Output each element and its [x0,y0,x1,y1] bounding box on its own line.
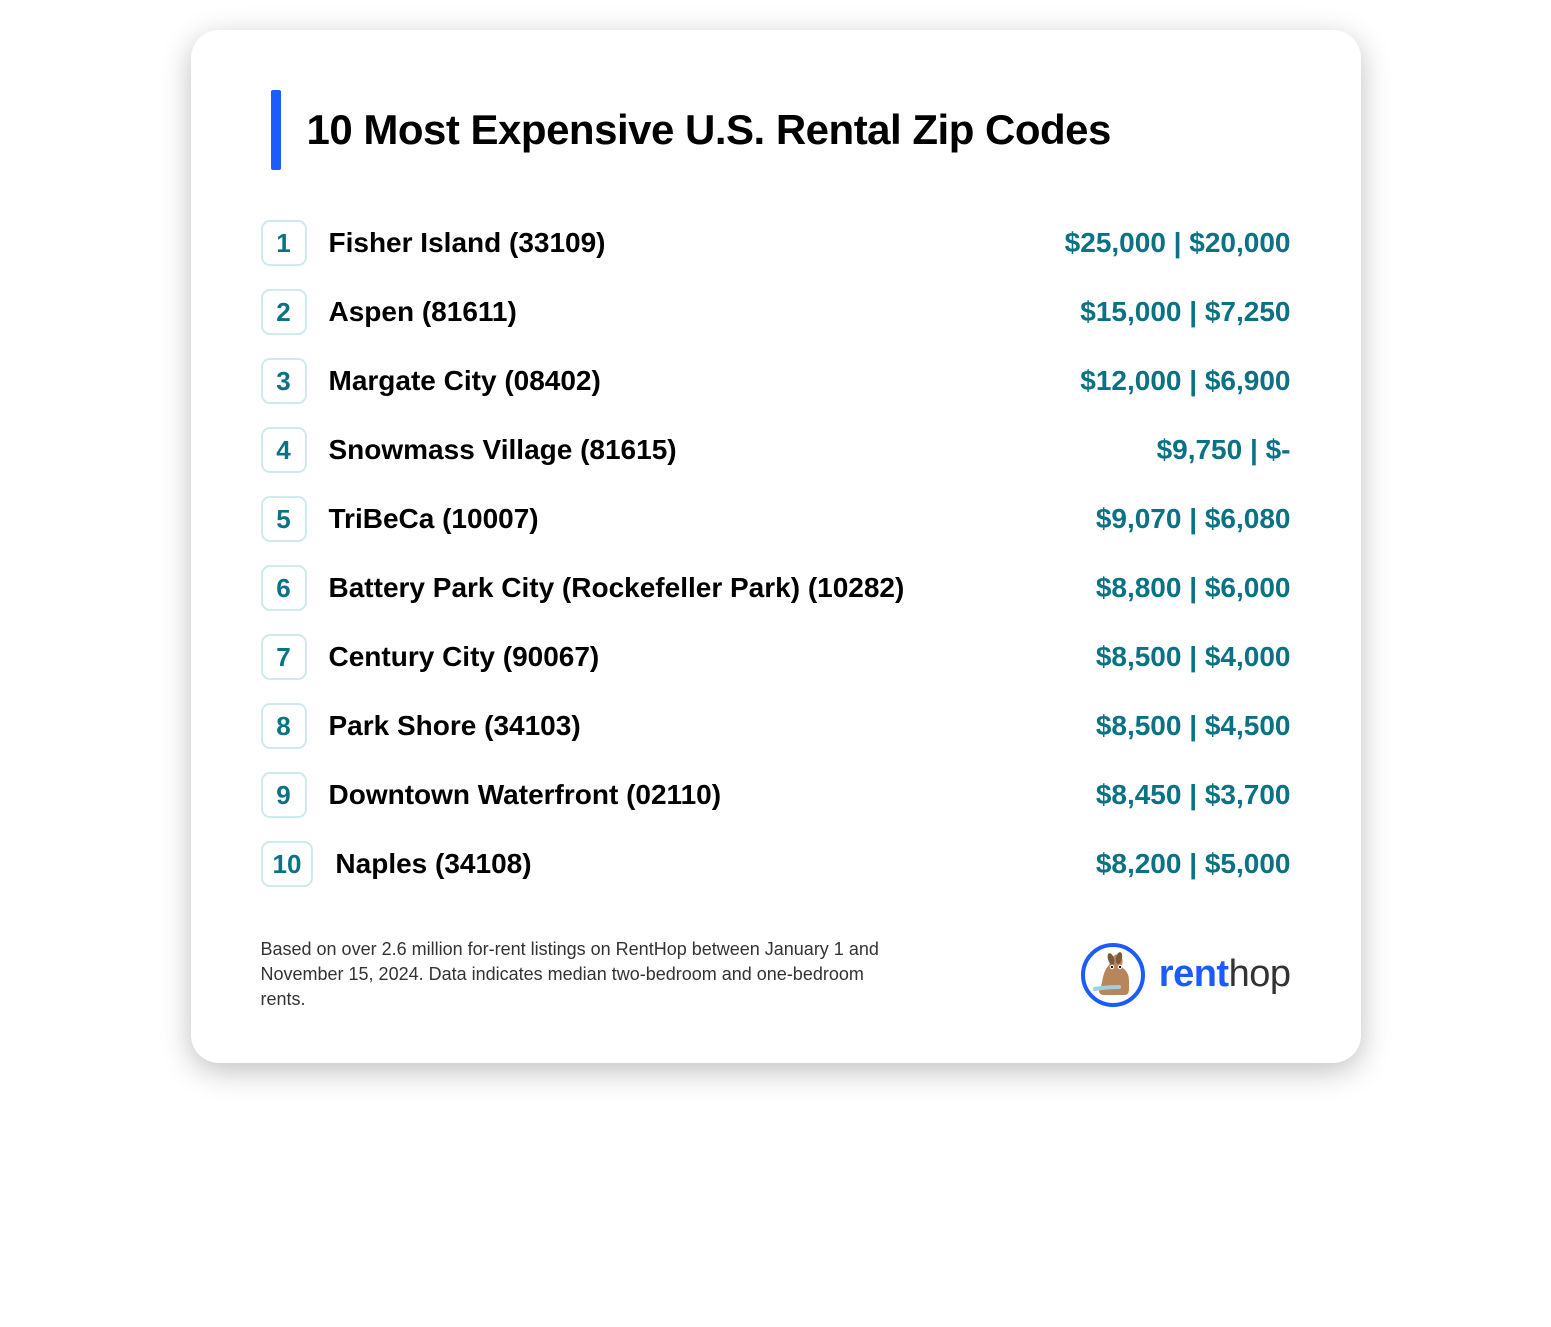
list-item: 2 Aspen (81611) $15,000 | $7,250 [261,289,1291,335]
list-item: 1 Fisher Island (33109) $25,000 | $20,00… [261,220,1291,266]
place-label: Battery Park City (Rockefeller Park) (10… [329,572,1074,604]
place-label: Park Shore (34103) [329,710,1074,742]
price-label: $12,000 | $6,900 [1080,365,1290,397]
place-label: Aspen (81611) [329,296,1059,328]
logo-rent: rent [1159,953,1229,995]
price-label: $8,500 | $4,500 [1096,710,1291,742]
list-item: 3 Margate City (08402) $12,000 | $6,900 [261,358,1291,404]
title-section: 10 Most Expensive U.S. Rental Zip Codes [271,90,1291,170]
price-label: $9,750 | $- [1157,434,1291,466]
list-item: 9 Downtown Waterfront (02110) $8,450 | $… [261,772,1291,818]
place-label: Naples (34108) [335,848,1073,880]
rank-badge: 8 [261,703,307,749]
rank-badge: 6 [261,565,307,611]
page-title: 10 Most Expensive U.S. Rental Zip Codes [307,106,1111,154]
place-label: Snowmass Village (81615) [329,434,1135,466]
price-label: $8,500 | $4,000 [1096,641,1291,673]
price-label: $8,450 | $3,700 [1096,779,1291,811]
list-item: 10 Naples (34108) $8,200 | $5,000 [261,841,1291,887]
rank-badge: 4 [261,427,307,473]
footer: Based on over 2.6 million for-rent listi… [261,937,1291,1013]
logo-hop: hop [1229,953,1291,995]
price-label: $15,000 | $7,250 [1080,296,1290,328]
price-label: $9,070 | $6,080 [1096,503,1291,535]
logo-text: renthop [1159,953,1291,996]
list-item: 6 Battery Park City (Rockefeller Park) (… [261,565,1291,611]
place-label: Margate City (08402) [329,365,1059,397]
rank-badge: 5 [261,496,307,542]
rank-badge: 1 [261,220,307,266]
rank-badge: 2 [261,289,307,335]
renthop-logo: renthop [1081,943,1291,1007]
footnote-text: Based on over 2.6 million for-rent listi… [261,937,901,1013]
price-label: $8,200 | $5,000 [1096,848,1291,880]
rank-badge: 9 [261,772,307,818]
list-item: 5 TriBeCa (10007) $9,070 | $6,080 [261,496,1291,542]
rank-badge: 7 [261,634,307,680]
list-item: 4 Snowmass Village (81615) $9,750 | $- [261,427,1291,473]
rank-badge: 10 [261,841,314,887]
ranked-list: 1 Fisher Island (33109) $25,000 | $20,00… [261,220,1291,887]
kangaroo-icon [1081,943,1145,1007]
infographic-card: 10 Most Expensive U.S. Rental Zip Codes … [191,30,1361,1063]
price-label: $8,800 | $6,000 [1096,572,1291,604]
list-item: 8 Park Shore (34103) $8,500 | $4,500 [261,703,1291,749]
place-label: Downtown Waterfront (02110) [329,779,1074,811]
price-label: $25,000 | $20,000 [1065,227,1291,259]
rank-badge: 3 [261,358,307,404]
place-label: TriBeCa (10007) [329,503,1074,535]
title-accent-bar [271,90,281,170]
place-label: Fisher Island (33109) [329,227,1043,259]
place-label: Century City (90067) [329,641,1074,673]
list-item: 7 Century City (90067) $8,500 | $4,000 [261,634,1291,680]
